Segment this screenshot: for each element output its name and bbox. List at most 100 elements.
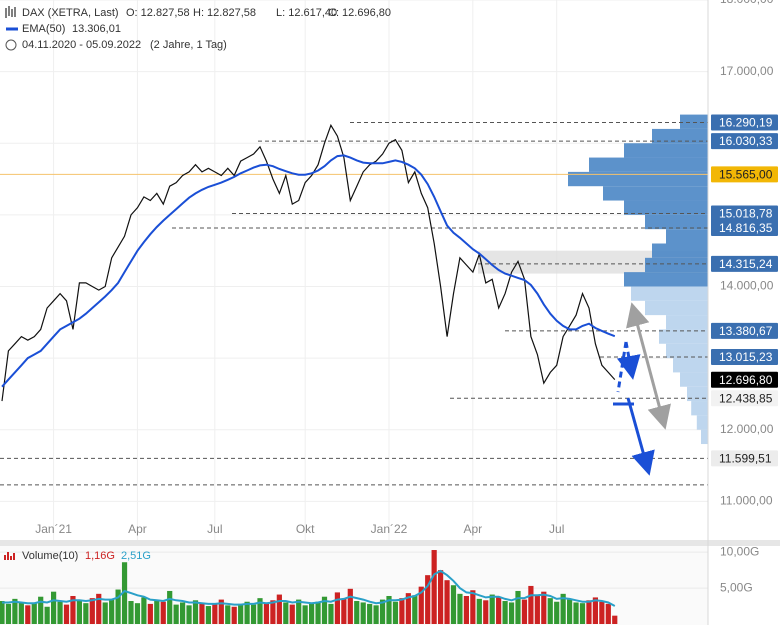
volume-profile-bar — [680, 372, 708, 387]
volume-profile-bar — [645, 214, 708, 230]
level-label: 15.565,00 — [719, 168, 773, 182]
volume-bar — [0, 601, 5, 624]
level-label-box — [711, 205, 778, 222]
volume-bar — [154, 599, 160, 624]
volume-bar — [502, 601, 508, 624]
volume-bar — [238, 603, 244, 624]
x-tick-label: Jan´21 — [35, 522, 72, 536]
level-label-box — [711, 390, 778, 407]
volume-bar — [328, 603, 334, 624]
volume-bar — [450, 585, 457, 624]
candle-icon — [5, 6, 16, 18]
volume-bar — [276, 594, 282, 624]
volume-bar — [567, 599, 573, 624]
volume-bar — [347, 588, 353, 624]
y-tick-label: 18.000,00 — [720, 0, 774, 6]
level-label-box — [711, 450, 778, 467]
volume-bar — [392, 601, 399, 624]
volume-title: Volume(10) — [22, 550, 78, 562]
volume-bar — [244, 601, 250, 624]
level-label: 16.290,19 — [719, 116, 773, 130]
volume-profile-bar — [624, 143, 708, 158]
volume-bar — [186, 605, 192, 624]
volume-bar — [76, 600, 82, 624]
volume-avg-line — [2, 569, 616, 607]
volume-bar — [508, 602, 515, 624]
volume-profile-bar — [666, 229, 708, 244]
volume-bar — [134, 603, 141, 624]
price-line — [1, 123, 616, 402]
volume-last: 1,16G — [85, 550, 115, 562]
volume-bar — [25, 605, 31, 624]
volume-bar — [44, 606, 50, 624]
volume-bar — [270, 600, 276, 624]
volume-bar — [109, 599, 115, 624]
level-label-box — [711, 220, 778, 237]
volume-bar — [128, 601, 134, 624]
level-label: 12.696,80 — [719, 373, 773, 387]
volume-bar — [360, 602, 366, 624]
volume-profile-bar — [624, 200, 708, 215]
volume-bar — [334, 592, 340, 624]
volume-bar — [115, 589, 121, 624]
volume-bar — [399, 598, 405, 624]
volume-avg-last: 2,51G — [121, 550, 151, 562]
volume-bar — [289, 604, 295, 624]
level-label: 14.315,24 — [719, 257, 773, 271]
volume-bar — [296, 599, 302, 624]
volume-bar — [554, 601, 560, 624]
volume-bar — [579, 603, 586, 624]
volume-bar — [541, 591, 547, 624]
volume-profile-bar — [568, 171, 708, 187]
volume-bar — [180, 602, 186, 624]
volume-profile-bar — [659, 329, 708, 344]
y-tick-label: 11.000,00 — [720, 493, 773, 507]
y-tick-label: 5,00G — [720, 580, 753, 594]
level-label-box — [711, 255, 778, 272]
volume-bar — [599, 601, 605, 624]
volume-bar — [57, 601, 63, 624]
volume-bar — [444, 580, 450, 624]
volume-bar — [418, 586, 424, 624]
y-tick-label: 14.000,00 — [720, 279, 774, 293]
volume-bar — [438, 570, 444, 624]
volume-bar — [489, 594, 495, 624]
ema-line — [1, 154, 616, 388]
level-label: 15.018,78 — [719, 207, 773, 221]
volume-bar — [250, 604, 257, 624]
volume-bar — [263, 603, 270, 624]
volume-bar — [102, 602, 108, 624]
volume-bar — [573, 602, 579, 624]
level-label-box — [711, 133, 778, 150]
volume-profile-bar — [624, 272, 708, 287]
x-tick-label: Jan´22 — [371, 522, 408, 536]
ohlc-close: C: 12.696,80 — [328, 7, 391, 19]
ohlc-high: H: 12.827,58 — [193, 7, 256, 19]
instrument: DAX (XETRA, Last) — [22, 7, 119, 19]
level-label: 13.380,67 — [719, 324, 773, 338]
volume-bar — [521, 599, 528, 624]
volume-bar — [12, 598, 18, 624]
volume-bar — [586, 600, 592, 624]
volume-bar — [192, 600, 199, 624]
volume-bar — [476, 598, 482, 624]
volume-bar — [218, 599, 224, 624]
panel-separator — [0, 540, 780, 546]
clock-icon — [5, 39, 17, 51]
period-note: (2 Jahre, 1 Tag) — [150, 39, 227, 51]
x-tick-label: Jul — [207, 522, 222, 536]
volume-bar — [367, 603, 373, 624]
x-tick-label: Okt — [296, 522, 315, 536]
volume-bar — [31, 603, 37, 624]
volume-bar — [483, 600, 489, 624]
volume-bar — [173, 604, 179, 624]
volume-bar — [38, 596, 44, 624]
level-label-box — [711, 322, 778, 339]
level-label-box — [711, 114, 778, 131]
level-label-box — [711, 166, 778, 183]
volume-profile-bar — [673, 358, 708, 373]
volume-profile-bar — [701, 429, 708, 445]
volume-bar — [379, 599, 386, 624]
ema-legend: EMA(50) — [22, 23, 65, 35]
